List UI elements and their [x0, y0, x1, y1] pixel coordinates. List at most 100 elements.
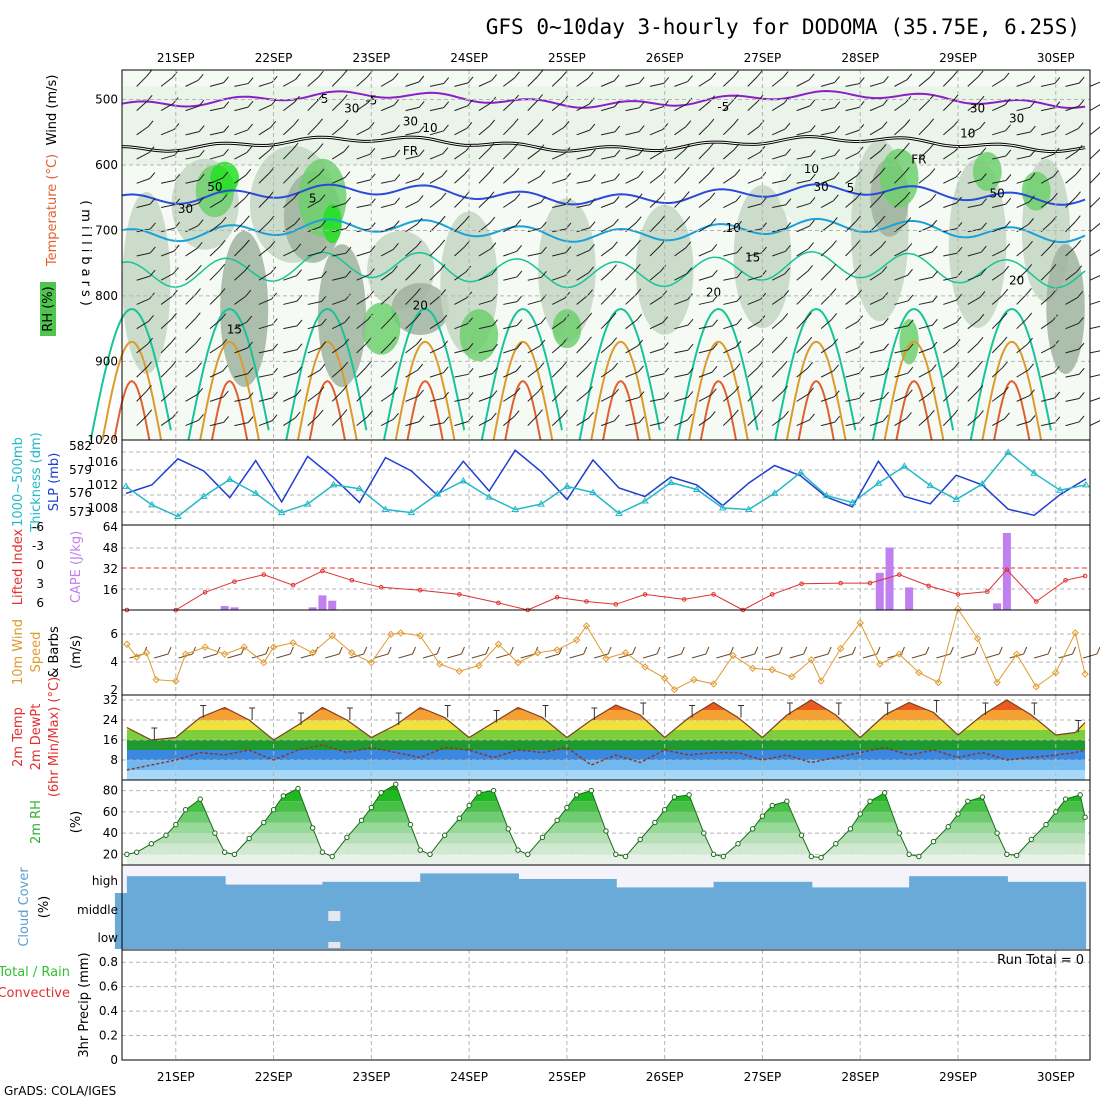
wind-barb-flag	[1078, 415, 1085, 423]
lifted-index-tick: 0	[36, 558, 44, 572]
wind-barb-flag	[317, 409, 324, 417]
cloud-block	[114, 893, 128, 949]
precip-tick: 0.8	[99, 955, 118, 969]
wind-barb-flag	[907, 294, 914, 302]
wind-barb-flag	[712, 319, 718, 327]
wind-barb	[405, 294, 416, 305]
wind-barb	[503, 301, 518, 305]
wind-barb	[625, 245, 636, 257]
wind-barb-flag	[195, 264, 202, 272]
wind-barb	[796, 202, 811, 209]
wind-barb	[796, 155, 811, 160]
rh2m-marker	[212, 830, 218, 836]
wind-barb-flag	[366, 360, 372, 368]
wind-barb-flag	[562, 409, 568, 417]
wind10m-barb	[593, 653, 609, 659]
thickness-legend-2: Thickness (dm)	[29, 432, 44, 532]
lifted-index-marker	[1082, 573, 1088, 579]
wind-barb	[185, 270, 197, 281]
thickness-marker	[978, 480, 987, 487]
wind-barb-flag	[687, 318, 694, 326]
wind-barb	[478, 197, 490, 208]
precip-tick: 0	[110, 1053, 118, 1067]
rh2m-legend: 2m RH	[29, 800, 44, 844]
wind-barb-flag	[711, 269, 718, 277]
wind-barb-flag	[832, 338, 839, 346]
wind-barb	[258, 104, 272, 112]
wind-barb	[845, 372, 860, 378]
wind-barb-flag	[515, 364, 522, 372]
wind-barb-flag	[441, 314, 448, 322]
day-label-bottom: 30SEP	[1037, 1070, 1075, 1084]
wind-barb	[820, 319, 832, 330]
wind-barb-flag	[149, 197, 156, 205]
wind10m-barb-flag	[485, 646, 490, 655]
wind-barb-flag	[638, 125, 645, 132]
day-label-top: 25SEP	[548, 51, 586, 65]
wind-barb	[1016, 343, 1028, 354]
wind-barb	[527, 201, 541, 208]
wind10m-barb	[911, 653, 927, 659]
wind-barb-flag	[782, 71, 789, 78]
wind-barb-flag	[173, 244, 180, 252]
wind-barb	[185, 155, 200, 160]
wind-barb-flag	[1077, 291, 1084, 298]
wind-barb	[307, 415, 319, 426]
wind-barb	[258, 373, 273, 378]
wind-barb	[356, 251, 371, 257]
wind-barb	[527, 391, 539, 402]
surface-temp-arch	[981, 340, 1043, 441]
wind-barb	[380, 294, 392, 305]
wind-barb-flag	[221, 338, 228, 346]
wind-barb	[869, 272, 883, 281]
wind-barb-flag	[736, 318, 743, 325]
rh2m-marker	[916, 853, 922, 860]
day-label-top: 26SEP	[646, 51, 684, 65]
wind-barb	[551, 297, 565, 305]
wind-barb-flag	[758, 120, 765, 127]
precip-panel: 0.80.60.40.20 Total / Rain Convective 3h…	[0, 949, 1091, 1067]
wind-barb-flag	[903, 142, 910, 150]
wind-barb	[552, 152, 566, 160]
wind-barb-flag	[344, 171, 351, 178]
wind-barb	[454, 246, 466, 257]
freezing-label: FR	[911, 152, 926, 166]
wind-barb-flag	[981, 222, 987, 230]
wind-barb-flag	[906, 389, 913, 397]
wind-barb	[1016, 106, 1031, 112]
wind-barb-flag	[808, 73, 815, 81]
wind-barb	[722, 415, 734, 426]
wind-barb-flag	[223, 101, 230, 109]
surface-temp-arch	[297, 340, 358, 441]
wind-barb	[234, 422, 249, 427]
wind-barb-flag	[858, 341, 864, 348]
rh2m-marker	[329, 853, 335, 860]
rh2m-marker	[554, 817, 560, 824]
rh-contour-label: 50	[989, 187, 1004, 201]
wind-barb-flag	[613, 414, 620, 422]
wind-barb-flag	[712, 343, 718, 350]
pressure-tick: 700	[95, 223, 118, 237]
wind-barb	[185, 105, 200, 112]
wind-barb	[918, 124, 930, 136]
wind-barb-flag	[513, 94, 519, 102]
rh2m-marker	[393, 781, 399, 787]
rh-blob	[318, 244, 366, 388]
wind-barb	[943, 367, 955, 378]
wind-barb	[600, 224, 614, 233]
wind-barb-flag	[782, 313, 789, 320]
wind10m-marker	[954, 605, 962, 613]
wind-barb	[918, 100, 930, 111]
wind-barb	[234, 83, 249, 87]
cloud-block	[713, 881, 813, 893]
lifted-index-marker	[417, 587, 423, 593]
wind-barb-flag	[880, 144, 887, 151]
wind-barb	[429, 175, 443, 184]
lifted-index-marker	[985, 589, 990, 594]
wind-barb	[992, 180, 1007, 184]
contour-15	[121, 251, 1086, 289]
cloud-block	[224, 893, 324, 921]
wind-barb	[209, 246, 221, 257]
thickness-tick: 579	[69, 463, 92, 477]
thickness-marker	[381, 505, 390, 513]
